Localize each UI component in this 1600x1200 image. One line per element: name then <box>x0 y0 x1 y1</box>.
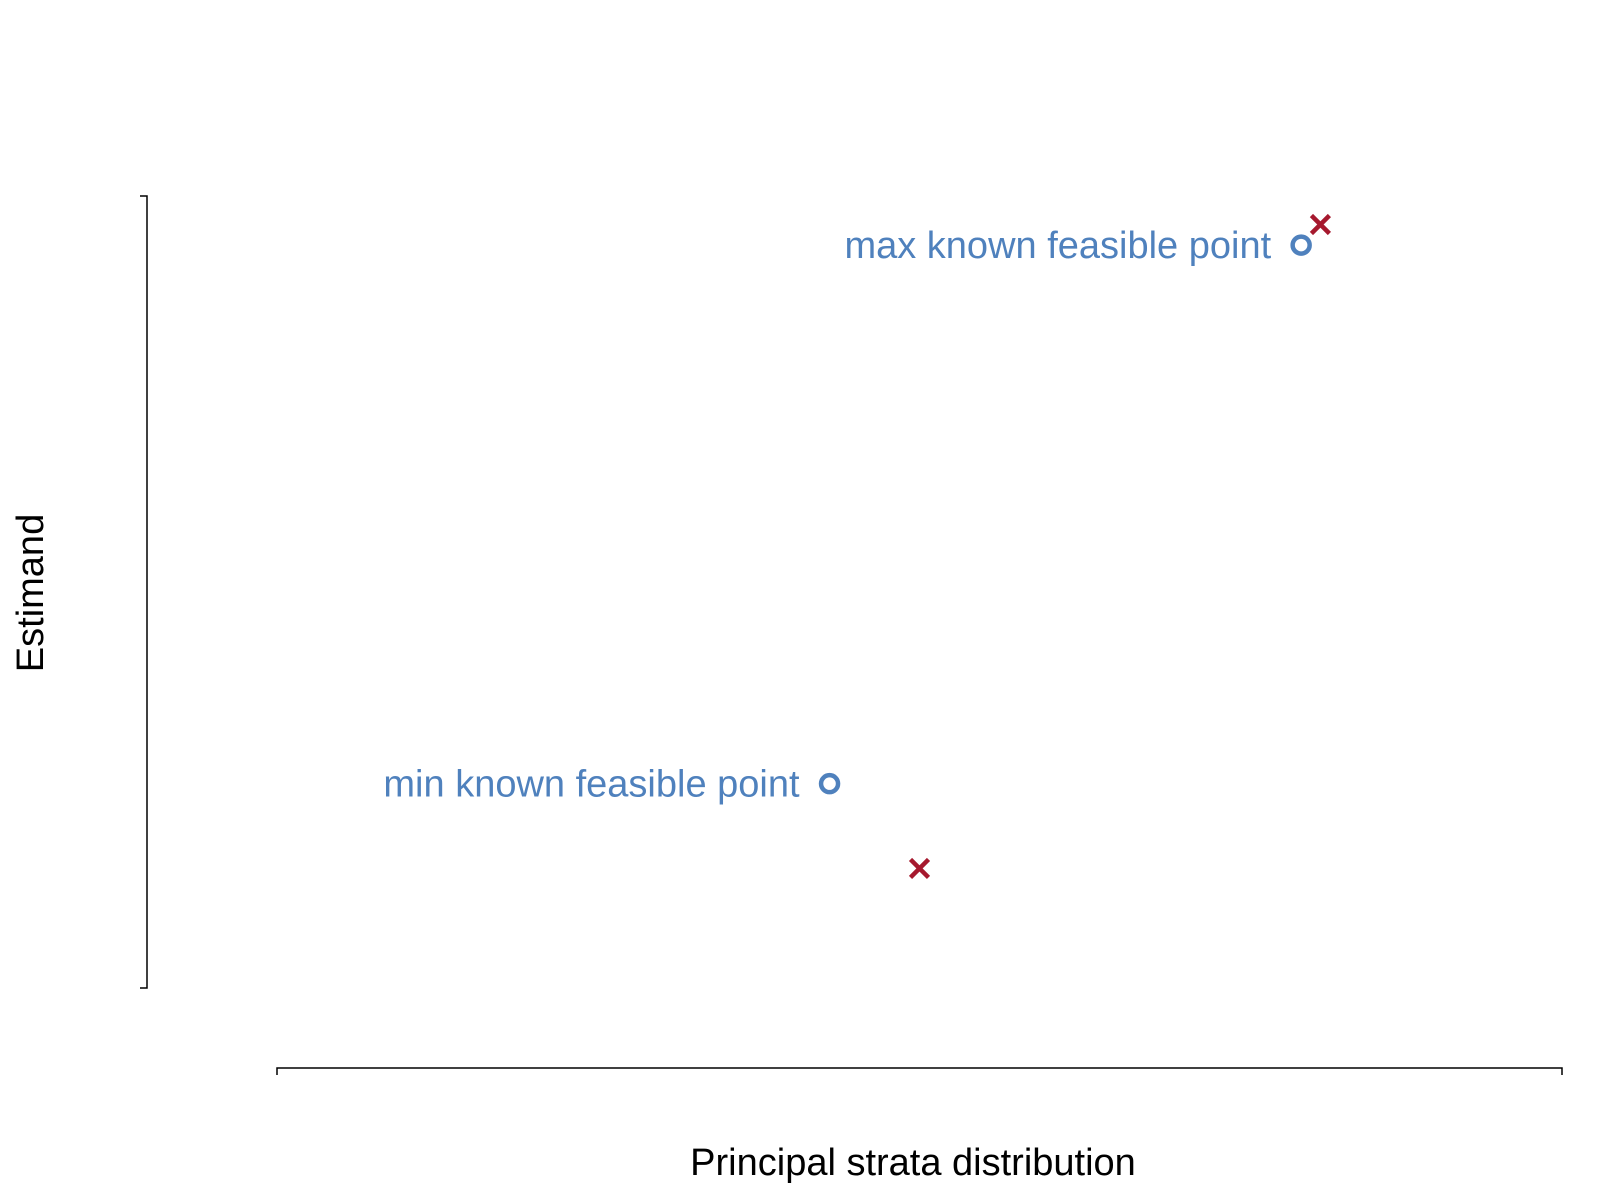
feasible-point-marker <box>1290 234 1312 256</box>
chart-marks: min known feasible point max known feasib… <box>383 213 1332 879</box>
y-axis-title: Estimand <box>10 514 52 672</box>
x-axis-line <box>276 1067 1563 1075</box>
x-axis-title: Principal strata distribution <box>690 1142 1136 1184</box>
y-axis-line <box>140 195 148 989</box>
cross-marker <box>1309 213 1332 236</box>
axes <box>140 195 1563 1075</box>
cross-marker <box>908 857 931 879</box>
feasible-point-label: max known feasible point <box>844 225 1271 267</box>
feasible-point-marker <box>818 772 841 795</box>
feasible-point-label: min known feasible point <box>383 764 800 806</box>
